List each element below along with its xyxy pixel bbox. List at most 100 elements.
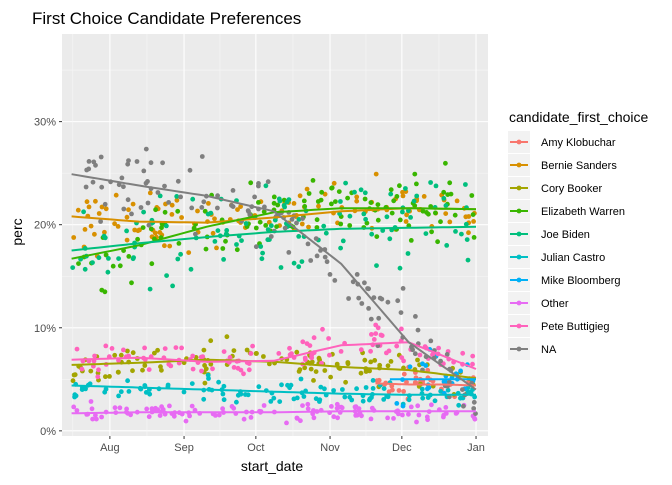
data-point	[117, 405, 123, 411]
data-point	[356, 295, 362, 301]
data-point	[443, 211, 449, 217]
data-point	[339, 405, 345, 411]
data-point	[90, 179, 96, 185]
data-point	[195, 208, 200, 214]
data-point	[369, 231, 375, 237]
data-point	[199, 154, 205, 159]
data-point	[394, 194, 400, 199]
legend-item: Bernie Sanders	[508, 154, 617, 176]
data-point	[441, 189, 447, 195]
data-point	[331, 180, 337, 186]
data-point	[284, 420, 289, 426]
data-point	[338, 349, 344, 354]
data-point	[401, 389, 406, 394]
data-point	[76, 261, 81, 266]
data-point	[287, 345, 292, 351]
data-point	[105, 269, 111, 275]
data-point	[231, 348, 237, 353]
data-point	[215, 205, 220, 211]
data-point	[84, 199, 90, 205]
data-point	[253, 225, 259, 231]
data-point	[116, 256, 121, 261]
data-point	[460, 350, 466, 356]
legend: candidate_first_choice Amy Klobuchar Bern…	[508, 109, 649, 360]
data-point	[466, 214, 472, 219]
data-point	[130, 368, 135, 374]
data-point	[412, 351, 418, 357]
data-point	[308, 366, 314, 372]
data-point	[368, 200, 374, 206]
data-point	[433, 183, 439, 189]
data-point	[332, 278, 338, 283]
data-point	[277, 399, 283, 404]
data-point	[432, 398, 438, 404]
data-point	[335, 415, 340, 421]
data-point	[243, 392, 248, 397]
data-point	[82, 266, 88, 272]
data-point	[315, 199, 321, 204]
data-point	[415, 357, 420, 363]
data-point	[343, 180, 348, 186]
data-point	[294, 220, 299, 226]
data-point	[459, 231, 464, 237]
data-point	[190, 366, 196, 372]
data-point	[201, 347, 207, 353]
data-point	[403, 186, 408, 191]
data-point	[404, 212, 409, 218]
legend-label: Bernie Sanders	[541, 160, 617, 172]
legend-item: Cory Booker	[508, 177, 602, 199]
data-point	[364, 220, 370, 226]
data-point	[75, 207, 81, 213]
legend-label: Other	[541, 298, 569, 310]
data-point	[415, 327, 421, 333]
data-point	[263, 223, 269, 228]
data-point	[338, 199, 343, 204]
legend-item: Julian Castro	[508, 246, 605, 268]
data-point	[201, 199, 207, 205]
legend-key-point	[516, 139, 522, 145]
data-point	[340, 238, 346, 244]
data-point	[397, 265, 403, 271]
data-point	[366, 306, 371, 311]
data-point	[400, 209, 405, 215]
data-point	[99, 414, 104, 420]
data-point	[125, 348, 130, 354]
data-point	[302, 365, 308, 371]
data-point	[306, 224, 311, 230]
data-point	[321, 223, 327, 229]
legend-label: Cory Booker	[541, 183, 602, 195]
data-point	[90, 416, 95, 422]
data-point	[361, 211, 367, 217]
data-point	[241, 416, 247, 422]
data-point	[297, 193, 303, 199]
data-point	[327, 352, 332, 358]
y-tick-label: 0%	[40, 426, 56, 438]
data-point	[406, 208, 411, 214]
data-point	[316, 355, 322, 361]
data-point	[175, 208, 181, 214]
data-point	[379, 296, 385, 302]
trend-lines	[71, 173, 477, 415]
data-point	[305, 406, 311, 412]
data-point	[216, 379, 222, 385]
data-point	[424, 414, 430, 420]
data-point	[160, 407, 166, 412]
data-point	[157, 193, 163, 199]
data-point	[304, 341, 310, 346]
data-point	[268, 234, 274, 239]
data-point	[438, 358, 443, 364]
data-point	[103, 252, 109, 258]
data-point	[421, 194, 427, 199]
data-point	[145, 179, 150, 184]
data-point	[81, 209, 86, 215]
data-point	[143, 146, 149, 152]
data-point	[322, 386, 327, 392]
data-point	[169, 202, 175, 208]
data-point	[345, 361, 351, 367]
data-point	[458, 368, 463, 374]
data-point	[301, 198, 307, 204]
data-point	[373, 322, 379, 328]
data-point	[447, 219, 453, 225]
data-point	[98, 219, 103, 224]
data-point	[453, 229, 458, 234]
